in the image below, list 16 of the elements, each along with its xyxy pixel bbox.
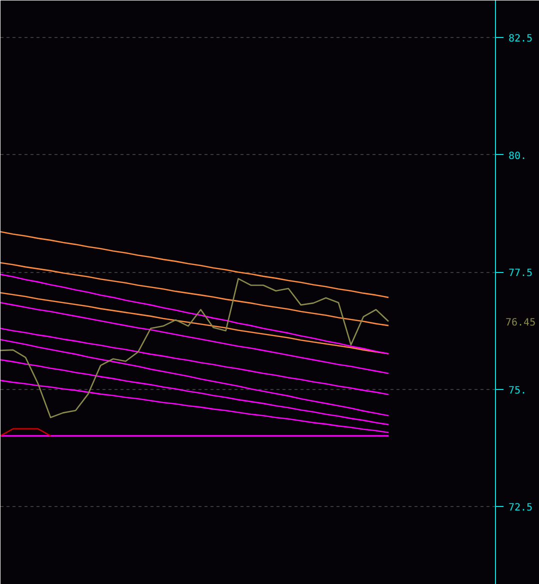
text: 76.45	[506, 317, 536, 328]
line-series	[0, 328, 390, 396]
line-series	[0, 380, 390, 434]
line-series	[0, 262, 390, 326]
y-tick-label: 80.	[508, 150, 527, 162]
line-series	[0, 231, 390, 298]
line-series	[0, 338, 390, 416]
y-tick-label: 82.5	[508, 34, 533, 45]
line-series	[0, 292, 390, 354]
y-tick-label: 77.5	[508, 268, 533, 280]
line-series	[0, 359, 390, 426]
y-tick-label: 75.	[508, 385, 527, 396]
line-series	[0, 302, 390, 374]
line-series	[0, 274, 390, 354]
line-series	[0, 278, 390, 418]
y-tick-label: 72.5	[508, 502, 533, 514]
